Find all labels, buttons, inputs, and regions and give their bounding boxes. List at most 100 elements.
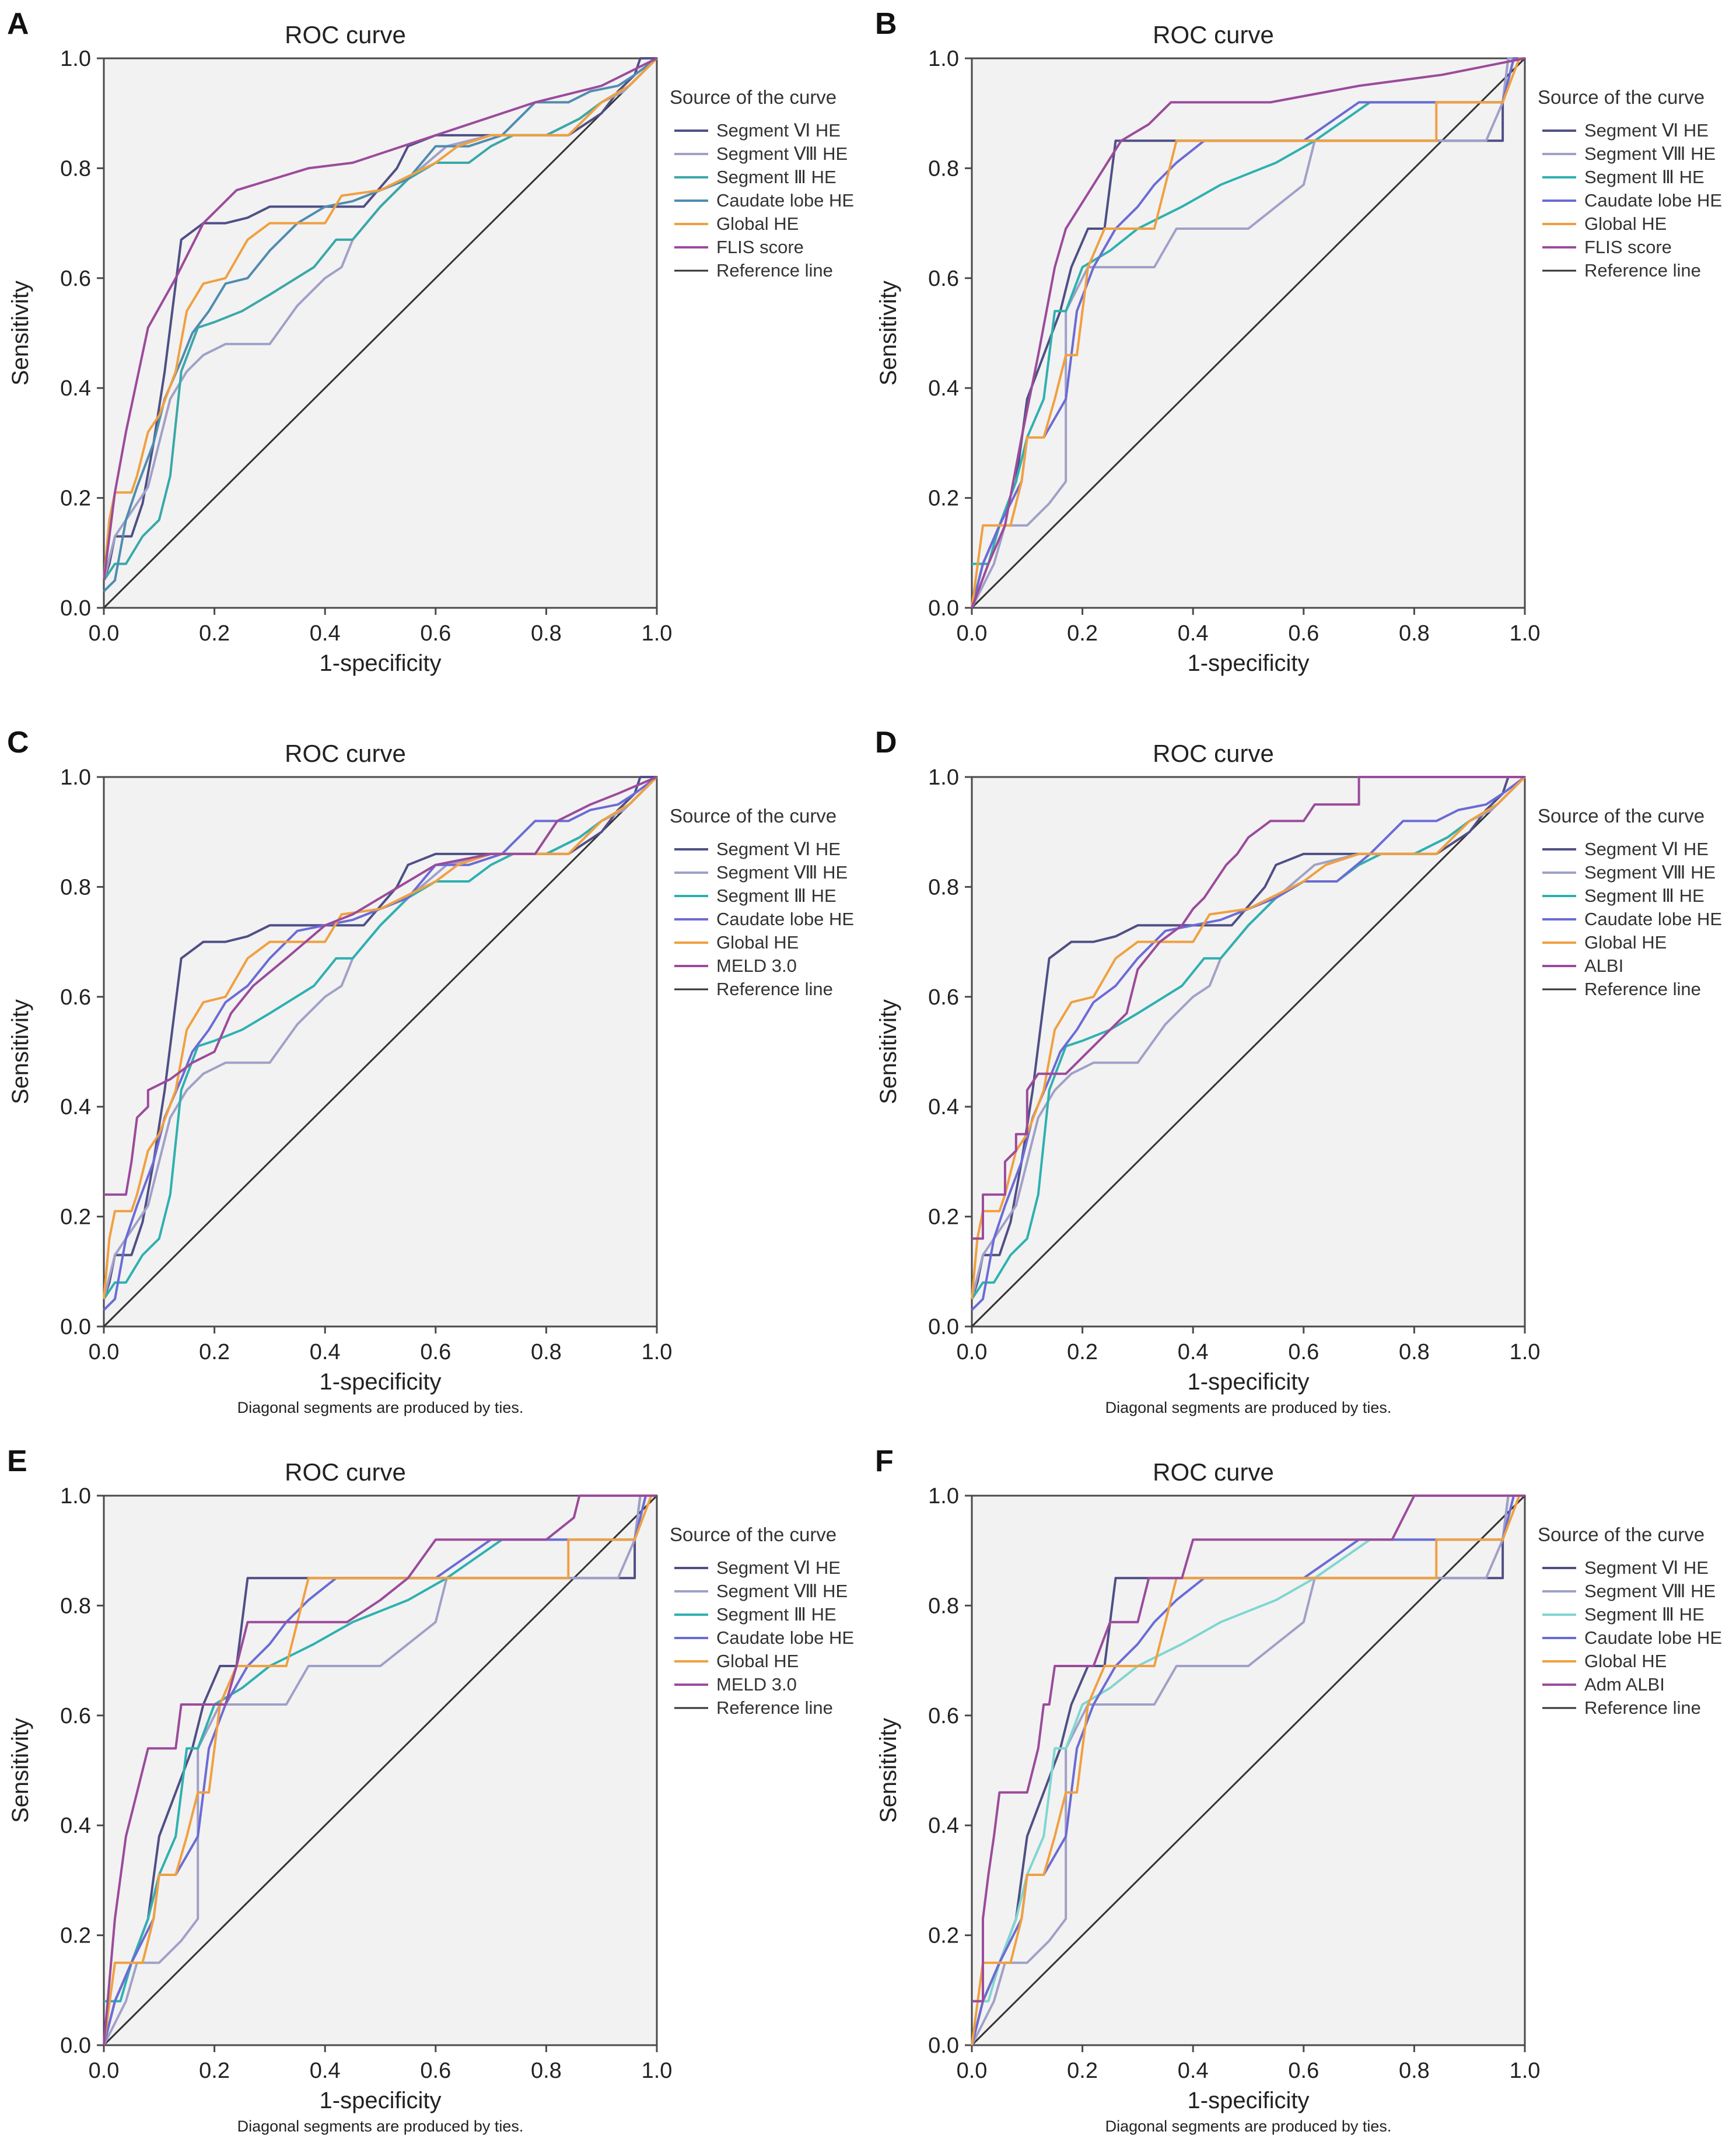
y-axis-label: Sensitivity (8, 999, 33, 1104)
y-tick-label: 0.0 (928, 1315, 959, 1339)
x-tick-label: 0.2 (1067, 1340, 1098, 1364)
legend-label: MELD 3.0 (716, 956, 797, 976)
y-tick-label: 0.6 (928, 267, 959, 291)
y-tick-label: 0.0 (928, 2034, 959, 2058)
y-tick-label: 0.0 (60, 1315, 91, 1339)
legend-label: Reference line (716, 260, 833, 281)
legend-label: Reference line (716, 979, 833, 999)
roc-chart-e: E ROC curve 0.0 0.2 0.4 0.6 0.8 1.0 0.0 0.2 0.4 0.6… (7, 1444, 854, 2135)
roc-chart-d: D ROC curve 0.0 0.2 0.4 0.6 0.8 1.0 0.0 0.2 0.4 0.6… (875, 726, 1722, 1416)
roc-curve-4 (103, 57, 658, 593)
legend-label: Segment Ⅵ HE (1584, 1558, 1709, 1578)
y-tick-label: 0.4 (928, 1095, 959, 1119)
panel-f: F ROC curve 0.0 0.2 0.4 0.6 0.8 1.0 0.0 0.2 0.4 0.6… (868, 1437, 1736, 2156)
panel-a: A ROC curve 0.0 0.2 0.4 0.6 0.8 1.0 0.0 0.2 0.4 0.6… (0, 0, 868, 719)
x-tick-label: 0.0 (89, 2059, 120, 2083)
reference-line (971, 1494, 1526, 2046)
x-tick-label: 0.0 (89, 1340, 120, 1364)
x-tick-label: 1.0 (642, 2059, 673, 2083)
legend-label: Global HE (1584, 214, 1667, 234)
legend-label: Segment Ⅷ HE (1584, 862, 1716, 883)
legend-label: Segment Ⅲ HE (1584, 167, 1704, 187)
legend-title: Source of the curve (670, 86, 836, 108)
x-tick-label: 0.6 (1288, 1340, 1319, 1364)
roc-curve-4 (103, 776, 658, 1311)
y-tick-label: 0.4 (60, 1095, 91, 1119)
y-tick-label: 0.4 (60, 1814, 91, 1838)
y-tick-label: 0.6 (928, 985, 959, 1010)
legend-label: Caudate lobe HE (1584, 1628, 1722, 1648)
y-tick-label: 0.0 (60, 596, 91, 621)
roc-chart-b: B ROC curve 0.0 0.2 0.4 0.6 0.8 1.0 0.0 0.2 0.4 0.6… (875, 7, 1722, 676)
chart-title: ROC curve (285, 740, 406, 767)
y-tick-label: 1.0 (928, 1484, 959, 1508)
x-axis-label: 1-specificity (1188, 1369, 1310, 1395)
footnote: Diagonal segments are produced by ties. (1105, 1399, 1392, 1416)
panel-b: B ROC curve 0.0 0.2 0.4 0.6 0.8 1.0 0.0 0.2 0.4 0.6… (868, 0, 1736, 719)
y-tick-label: 1.0 (60, 1484, 91, 1508)
y-tick-label: 0.8 (60, 156, 91, 181)
y-tick-label: 0.6 (60, 267, 91, 291)
legend-title: Source of the curve (1538, 805, 1704, 827)
y-tick-label: 1.0 (928, 765, 959, 790)
reference-line (971, 57, 1526, 609)
footnote: Diagonal segments are produced by ties. (237, 1399, 524, 1416)
y-tick-label: 0.6 (60, 985, 91, 1010)
legend-label: Caudate lobe HE (716, 190, 854, 211)
x-tick-label: 0.8 (1399, 2059, 1430, 2083)
y-tick-label: 0.8 (928, 875, 959, 900)
panel-label: A (7, 7, 29, 41)
y-tick-label: 0.8 (928, 1594, 959, 1618)
legend-label: Segment Ⅷ HE (716, 862, 848, 883)
x-axis-label: 1-specificity (1188, 2088, 1310, 2113)
legend-label: Reference line (1584, 1698, 1701, 1718)
legend-label: Segment Ⅷ HE (1584, 1581, 1716, 1601)
y-tick-label: 1.0 (60, 765, 91, 790)
legend-title: Source of the curve (1538, 86, 1704, 108)
x-tick-label: 0.8 (531, 621, 562, 646)
legend-label: Reference line (716, 1698, 833, 1718)
x-tick-label: 0.4 (1178, 1340, 1209, 1364)
legend-title: Source of the curve (1538, 1524, 1704, 1545)
legend-label: Segment Ⅲ HE (1584, 1604, 1704, 1625)
legend-label: Segment Ⅷ HE (1584, 144, 1716, 164)
legend-label: Caudate lobe HE (1584, 190, 1722, 211)
legend-label: Global HE (1584, 1651, 1667, 1671)
legend-label: Global HE (716, 1651, 799, 1671)
y-tick-label: 0.2 (60, 487, 91, 511)
roc-curve-6 (103, 1494, 657, 2046)
chart-title: ROC curve (1153, 740, 1274, 767)
x-tick-label: 0.8 (531, 1340, 562, 1364)
roc-curve-6 (972, 1494, 1525, 2003)
panel-label: D (875, 726, 897, 760)
roc-curve-6 (104, 776, 657, 1196)
roc-chart-a: A ROC curve 0.0 0.2 0.4 0.6 0.8 1.0 0.0 0.2 0.4 0.6… (7, 7, 854, 676)
legend-label: FLIS score (716, 237, 804, 257)
panel-label: C (7, 726, 29, 760)
legend-label: Segment Ⅵ HE (716, 839, 841, 859)
roc-curve-2 (971, 57, 1525, 608)
panel-e: E ROC curve 0.0 0.2 0.4 0.6 0.8 1.0 0.0 0.2 0.4 0.6… (0, 1437, 868, 2156)
y-tick-label: 0.8 (60, 1594, 91, 1618)
y-tick-label: 0.8 (60, 875, 91, 900)
y-tick-label: 0.0 (60, 2034, 91, 2058)
y-tick-label: 0.2 (928, 487, 959, 511)
chart-title: ROC curve (285, 21, 406, 48)
x-axis-label: 1-specificity (320, 2088, 442, 2113)
legend-label: Segment Ⅷ HE (716, 1581, 848, 1601)
y-axis-label: Sensitivity (876, 281, 901, 386)
x-tick-label: 1.0 (642, 621, 673, 646)
x-tick-label: 1.0 (1510, 621, 1541, 646)
y-tick-label: 0.4 (60, 376, 91, 401)
y-tick-label: 0.2 (928, 1924, 959, 1948)
legend-label: MELD 3.0 (716, 1674, 797, 1695)
x-tick-label: 0.6 (420, 2059, 451, 2083)
footnote: Diagonal segments are produced by ties. (237, 2118, 524, 2135)
y-tick-label: 0.2 (60, 1205, 91, 1230)
legend-label: Caudate lobe HE (716, 909, 854, 929)
panel-label: E (7, 1444, 27, 1478)
legend-title: Source of the curve (670, 1524, 836, 1545)
roc-curve-5 (971, 57, 1525, 608)
roc-curve-5 (971, 1494, 1525, 2046)
x-tick-label: 0.2 (1067, 621, 1098, 646)
